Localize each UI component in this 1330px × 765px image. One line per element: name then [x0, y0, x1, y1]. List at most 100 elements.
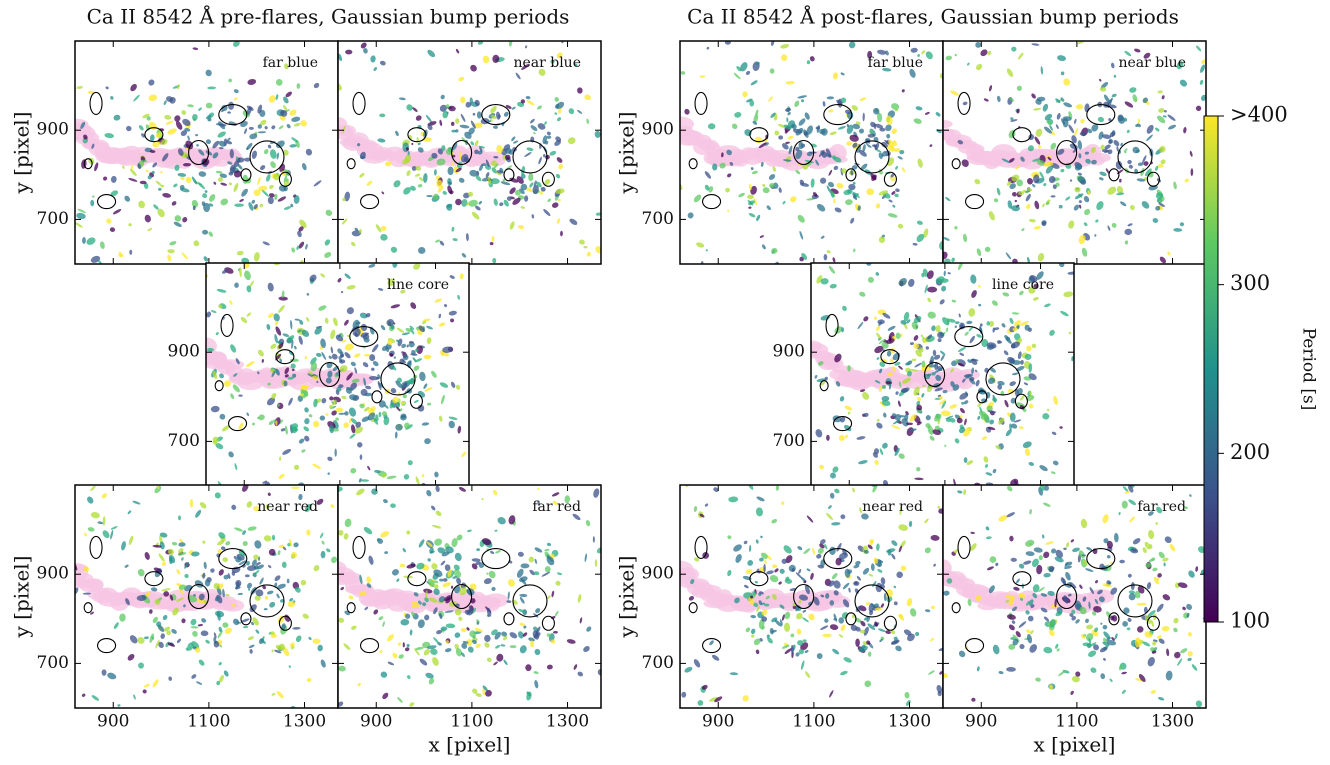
blob	[285, 178, 289, 182]
blob	[1198, 546, 1206, 553]
blob	[1037, 145, 1042, 149]
blob	[1009, 535, 1014, 542]
blob	[489, 241, 494, 246]
blob	[842, 599, 850, 608]
blob	[398, 392, 402, 397]
blob	[218, 532, 226, 539]
blob	[943, 237, 950, 241]
blob	[1162, 557, 1169, 562]
blob	[257, 104, 263, 114]
blob	[191, 199, 199, 208]
blob	[834, 488, 840, 494]
blob	[518, 576, 528, 583]
blob	[1109, 131, 1116, 138]
blob	[803, 548, 811, 555]
blob	[409, 325, 415, 330]
blob	[789, 588, 796, 592]
blob	[1143, 161, 1149, 166]
blob	[402, 359, 406, 364]
blob	[885, 50, 889, 56]
blob	[1080, 119, 1085, 124]
blob	[1141, 201, 1150, 209]
blob	[257, 371, 260, 375]
blob	[947, 318, 956, 323]
blob	[228, 182, 233, 186]
blob	[1108, 139, 1112, 144]
blob	[892, 413, 897, 418]
blob	[454, 552, 462, 562]
blob	[842, 582, 850, 590]
blob	[492, 54, 500, 64]
blob	[274, 333, 278, 344]
blob	[808, 613, 815, 621]
blob	[416, 562, 425, 570]
blob	[325, 413, 329, 416]
contour	[1117, 584, 1153, 618]
blob	[834, 207, 842, 213]
blob	[1142, 641, 1151, 647]
contour	[1086, 548, 1116, 570]
panel-label: near blue	[1118, 55, 1186, 71]
contour	[346, 602, 356, 614]
blob	[878, 385, 883, 393]
blob	[191, 176, 198, 185]
blob	[555, 188, 565, 195]
blob	[162, 614, 168, 621]
blob	[152, 679, 159, 688]
blob	[1036, 159, 1046, 166]
blob	[726, 149, 732, 156]
blob	[838, 435, 845, 441]
blob	[288, 351, 295, 356]
blob	[125, 598, 130, 606]
blob	[799, 230, 804, 240]
blob	[556, 117, 562, 122]
blob	[989, 367, 996, 373]
blob	[528, 637, 535, 642]
blob	[1012, 638, 1019, 646]
blob	[833, 613, 838, 622]
blob	[363, 47, 368, 54]
blob	[783, 159, 792, 162]
blob	[1109, 561, 1113, 565]
blob	[1042, 203, 1045, 208]
blob	[831, 522, 841, 526]
blob	[366, 576, 372, 584]
contour	[957, 535, 971, 559]
blob	[1069, 613, 1074, 618]
blob	[191, 551, 200, 557]
blob	[872, 144, 878, 148]
blob	[827, 181, 835, 188]
blob	[509, 632, 518, 639]
blob	[460, 652, 465, 658]
colorbar-label: Period [s]	[1299, 328, 1319, 411]
blob	[553, 631, 558, 634]
blob	[1159, 145, 1166, 153]
blob	[892, 366, 896, 372]
blob	[1161, 95, 1165, 100]
contour	[541, 615, 555, 631]
contour	[275, 349, 295, 365]
blob	[1055, 643, 1059, 649]
blob	[934, 425, 940, 430]
blob	[792, 124, 797, 130]
blob	[993, 198, 999, 203]
blob	[829, 690, 834, 698]
blob	[909, 414, 917, 422]
blob	[832, 466, 839, 473]
blob	[247, 565, 257, 571]
blob	[1201, 94, 1206, 101]
blob	[402, 354, 409, 361]
contour	[97, 638, 117, 654]
blob	[1136, 123, 1141, 128]
blob	[1097, 116, 1105, 123]
blob	[160, 138, 168, 145]
blob	[1005, 599, 1010, 603]
contour	[976, 390, 988, 404]
blob	[820, 177, 827, 184]
blob	[1110, 587, 1118, 595]
blob	[359, 312, 368, 319]
blob	[1130, 581, 1135, 591]
blob	[475, 693, 482, 697]
blob	[1045, 165, 1054, 174]
blob	[213, 583, 220, 590]
